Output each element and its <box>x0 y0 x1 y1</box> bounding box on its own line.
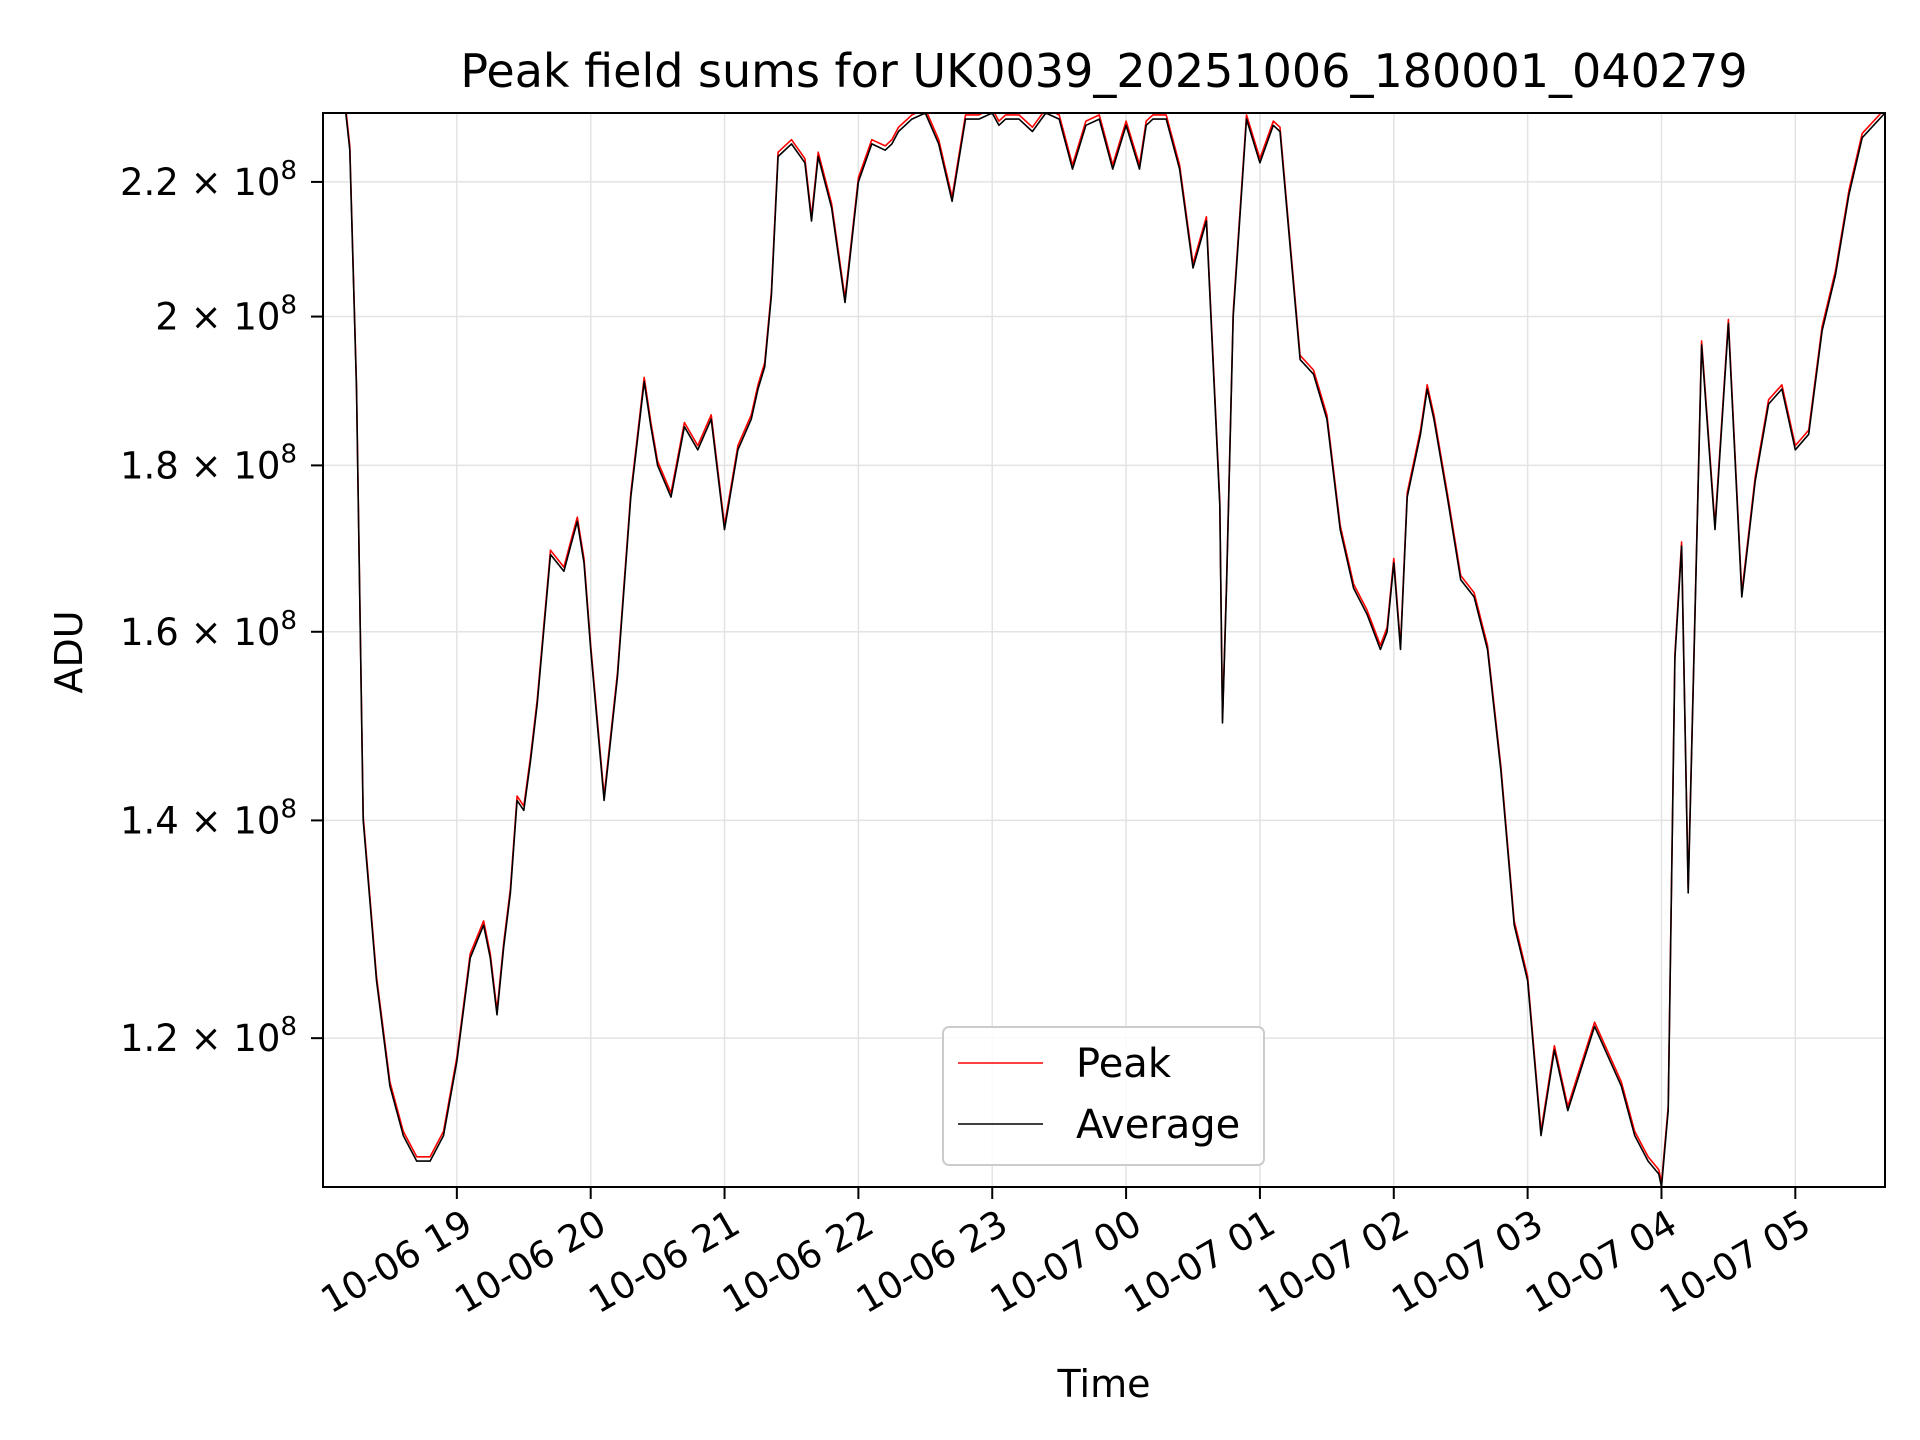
y-axis-label: ADU <box>47 610 91 693</box>
y-tick-label: 1.6 × 108 <box>120 606 297 654</box>
y-axis-ticks: 1.2 × 108 1.4 × 108 1.6 × 108 1.8 × 108 2 × … <box>120 156 323 1060</box>
legend-label-average: Average <box>1076 1102 1240 1148</box>
gridlines <box>323 113 1885 1187</box>
chart-title: Peak field sums for UK0039_20251006_1800… <box>460 44 1747 98</box>
series-line-peak <box>345 113 1883 1184</box>
legend-box <box>942 1026 1265 1166</box>
y-tick-label: 2 × 108 <box>155 291 297 339</box>
series-line-average <box>345 113 1885 1187</box>
series-layer <box>345 113 1885 1187</box>
legend-label-peak: Peak <box>1076 1041 1172 1087</box>
plot-frame <box>322 112 1886 1188</box>
x-axis-label: Time <box>1057 1362 1151 1406</box>
y-tick-label: 1.2 × 108 <box>120 1012 297 1060</box>
y-tick-label: 2.2 × 108 <box>120 156 297 204</box>
legend: Peak Average <box>942 1026 1265 1166</box>
y-tick-label: 1.4 × 108 <box>120 794 297 842</box>
y-tick-label: 1.8 × 108 <box>120 439 297 487</box>
